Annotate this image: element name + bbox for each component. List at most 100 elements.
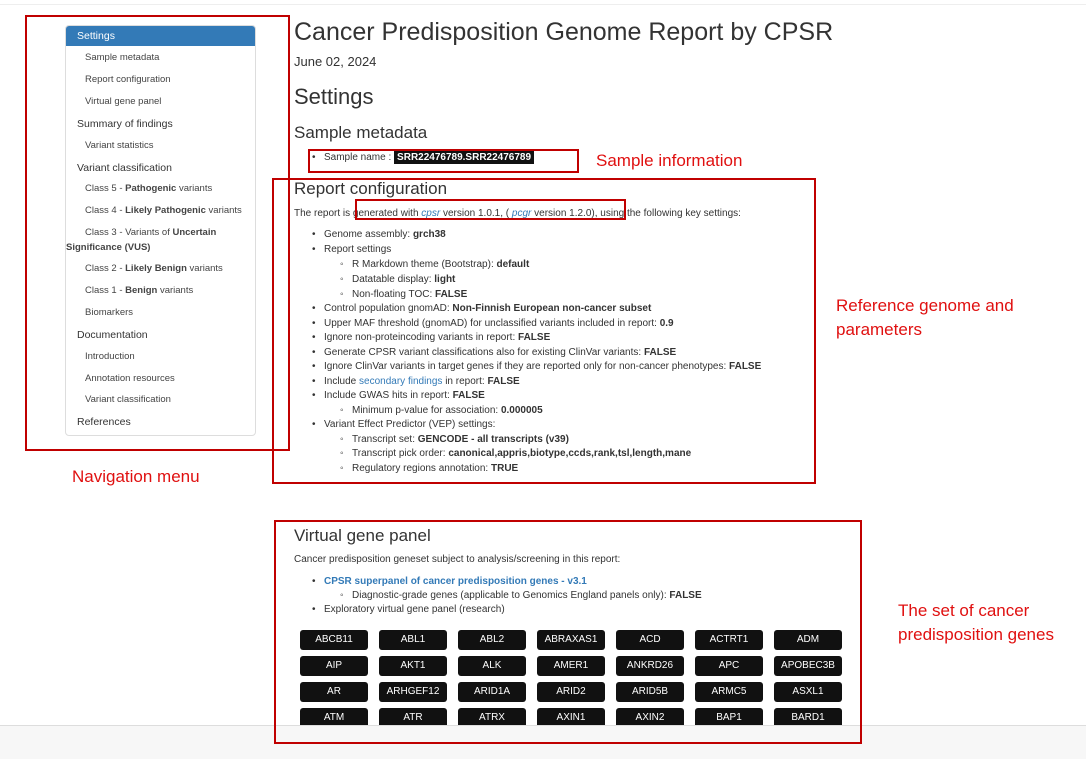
setting-ignore-nonprotein: Ignore non-proteincoding variants in rep… xyxy=(312,332,550,343)
setting-secondary-findings: Include secondary findings in report: FA… xyxy=(312,376,520,387)
setting-label: Transcript pick order: xyxy=(352,448,449,459)
setting-report-settings: Report settings xyxy=(312,244,391,255)
toc-class3-line2: Significance (VUS) xyxy=(66,242,151,253)
gene-badge[interactable]: ABL2 xyxy=(458,630,526,650)
secondary-findings-link[interactable]: secondary findings xyxy=(359,376,443,387)
toc-item-variant-statistics[interactable]: Variant statistics xyxy=(85,140,154,151)
toc-item-sample-metadata[interactable]: Sample metadata xyxy=(85,52,160,63)
setting-label: Variant Effect Predictor (VEP) settings: xyxy=(324,419,496,430)
setting-value: FALSE xyxy=(729,361,762,372)
toc-item-biomarkers[interactable]: Biomarkers xyxy=(85,307,134,318)
setting-label: Ignore ClinVar variants in target genes … xyxy=(324,361,730,372)
toc-item-class4[interactable]: Class 4 - Likely Pathogenic variants xyxy=(66,201,255,221)
bottom-divider xyxy=(0,725,1086,726)
sample-name-item: Sample name : SRR22476789.SRR22476789 xyxy=(312,151,535,164)
toc-item-virtual-gene-panel[interactable]: Virtual gene panel xyxy=(85,96,162,107)
gene-badge[interactable]: AR xyxy=(300,682,368,702)
setting-label: R Markdown theme (Bootstrap): xyxy=(352,259,497,270)
gene-badge[interactable]: ADM xyxy=(774,630,842,650)
setting-label: Genome assembly: xyxy=(324,229,413,240)
gene-badge[interactable]: ATRX xyxy=(458,708,526,728)
setting-min-pvalue: Minimum p-value for association: 0.00000… xyxy=(340,405,543,416)
setting-datatable-display: Datatable display: light xyxy=(340,274,455,285)
toc-item-settings[interactable]: Settings xyxy=(66,26,255,46)
toc-item-class1[interactable]: Class 1 - Benign variants xyxy=(66,281,255,301)
top-divider xyxy=(0,4,1086,5)
toc-class5-post: variants xyxy=(176,183,213,194)
toc-item-class5[interactable]: Class 5 - Pathogenic variants xyxy=(66,179,255,199)
setting-label: Upper MAF threshold (gnomAD) for unclass… xyxy=(324,318,660,329)
gene-badge[interactable]: AXIN1 xyxy=(537,708,605,728)
toc-class2-bold: Likely Benign xyxy=(125,263,187,274)
toc-class2-post: variants xyxy=(186,263,223,274)
gene-set-label: The set of cancer xyxy=(898,601,1030,620)
setting-label: Ignore non-proteincoding variants in rep… xyxy=(324,332,519,343)
cpsr-superpanel-link[interactable]: CPSR superpanel of cancer predisposition… xyxy=(324,576,587,587)
toc-item-documentation[interactable]: Documentation xyxy=(77,329,148,341)
toc-item-variant-classification[interactable]: Variant classification xyxy=(77,162,172,174)
sample-info-box xyxy=(308,149,579,173)
setting-label: Regulatory regions annotation: xyxy=(352,463,491,474)
gene-badge[interactable]: AIP xyxy=(300,656,368,676)
toc-item-introduction[interactable]: Introduction xyxy=(85,351,135,362)
gene-badge[interactable]: APOBEC3B xyxy=(774,656,842,676)
setting-value: 0.000005 xyxy=(500,405,543,416)
setting-genome-assembly: Genome assembly: grch38 xyxy=(312,229,446,240)
setting-transcript-pick: Transcript pick order: canonical,appris,… xyxy=(340,448,691,459)
gene-badge[interactable]: AXIN2 xyxy=(616,708,684,728)
toc-item-summary-of-findings[interactable]: Summary of findings xyxy=(77,118,173,130)
setting-value: Non-Finnish European non-cancer subset xyxy=(452,303,652,314)
gene-badge[interactable]: ATR xyxy=(379,708,447,728)
setting-label: Generate CPSR variant classifications al… xyxy=(324,347,644,358)
setting-value: FALSE xyxy=(452,390,485,401)
config-intro-c: version 1.2.0), using the following key … xyxy=(531,208,741,219)
setting-label: Transcript set: xyxy=(352,434,418,445)
setting-generate-cpsr: Generate CPSR variant classifications al… xyxy=(312,347,676,358)
toc-item-report-configuration[interactable]: Report configuration xyxy=(85,74,171,85)
toc-class1-post: variants xyxy=(157,285,194,296)
gene-badge[interactable]: ARHGEF12 xyxy=(379,682,447,702)
gene-badge[interactable]: AKT1 xyxy=(379,656,447,676)
toc-class1-pre: Class 1 - xyxy=(85,285,126,296)
gene-badge[interactable]: ATM xyxy=(300,708,368,728)
gene-badge[interactable]: BAP1 xyxy=(695,708,763,728)
gene-badge[interactable]: AMER1 xyxy=(537,656,605,676)
toc-item-doc-variant-classification[interactable]: Variant classification xyxy=(85,394,171,405)
gene-badge[interactable]: ABRAXAS1 xyxy=(537,630,605,650)
gene-badge[interactable]: ASXL1 xyxy=(774,682,842,702)
gene-badge[interactable]: ABL1 xyxy=(379,630,447,650)
gene-panel-box xyxy=(274,520,862,744)
toc-item-class3[interactable]: Class 3 - Variants of Uncertain Signific… xyxy=(66,223,255,255)
gene-badge[interactable]: ARID2 xyxy=(537,682,605,702)
gene-set-label-2: predisposition genes xyxy=(898,625,1054,644)
cpsr-link[interactable]: cpsr xyxy=(421,208,441,219)
settings-heading: Settings xyxy=(294,84,374,109)
gene-badge[interactable]: ABCB11 xyxy=(300,630,368,650)
vgp-diag-value: FALSE xyxy=(669,590,702,601)
report-date: June 02, 2024 xyxy=(294,54,377,69)
setting-label: Control population gnomAD: xyxy=(324,303,453,314)
gene-badge[interactable]: ALK xyxy=(458,656,526,676)
toc-class4-bold: Likely Pathogenic xyxy=(125,205,206,216)
gene-badge[interactable]: ACD xyxy=(616,630,684,650)
sample-information-label: Sample information xyxy=(596,151,743,170)
pcgr-link[interactable]: pcgr xyxy=(511,208,532,219)
gene-badge[interactable]: ANKRD26 xyxy=(616,656,684,676)
toc-item-references[interactable]: References xyxy=(77,416,131,428)
setting-value: FALSE xyxy=(487,376,520,387)
gene-badge[interactable]: BARD1 xyxy=(774,708,842,728)
gene-badge[interactable]: ARID1A xyxy=(458,682,526,702)
gene-badge[interactable]: ACTRT1 xyxy=(695,630,763,650)
setting-upper-maf: Upper MAF threshold (gnomAD) for unclass… xyxy=(312,318,674,329)
gene-badge[interactable]: APC xyxy=(695,656,763,676)
gene-badge[interactable]: ARMC5 xyxy=(695,682,763,702)
toc-item-annotation-resources[interactable]: Annotation resources xyxy=(85,373,175,384)
setting-label: Include GWAS hits in report: xyxy=(324,390,453,401)
toc-class4-pre: Class 4 - xyxy=(85,205,126,216)
setting-value: FALSE xyxy=(435,289,468,300)
setting-markdown-theme: R Markdown theme (Bootstrap): default xyxy=(340,259,529,270)
setting-value: grch38 xyxy=(412,229,446,240)
report-config-box xyxy=(272,178,816,484)
gene-badge[interactable]: ARID5B xyxy=(616,682,684,702)
toc-item-class2[interactable]: Class 2 - Likely Benign variants xyxy=(66,259,255,279)
